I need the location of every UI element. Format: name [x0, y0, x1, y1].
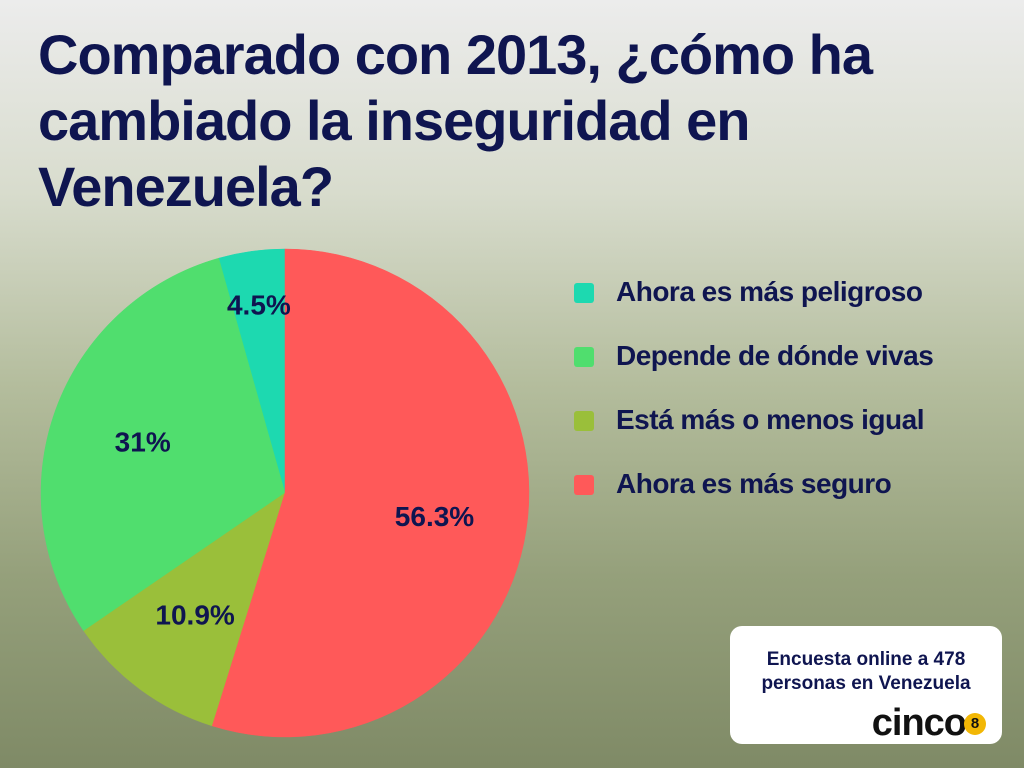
legend-swatch [574, 283, 594, 303]
pie-slice-labels: 4.5% 31% 10.9% 56.3% [115, 290, 475, 631]
chart-title: Comparado con 2013, ¿cómo ha cambiado la… [38, 23, 873, 218]
pie-slice-label-2: 31% [115, 427, 171, 458]
legend-swatch [574, 475, 594, 495]
legend-item-mas-peligroso: Ahora es más peligroso [574, 270, 1014, 334]
legend-swatch [574, 411, 594, 431]
legend-label: Ahora es más seguro [616, 468, 892, 499]
brand-badge-icon: 8 [964, 712, 986, 735]
pie-slice-label-1: 4.5% [227, 290, 291, 321]
legend-swatch [574, 347, 594, 367]
legend-item-depende: Depende de dónde vivas [574, 334, 1014, 398]
brand-logo: cinco 8 [871, 702, 986, 744]
pie-slice-label-4: 56.3% [395, 501, 474, 532]
legend-label: Ahora es más peligroso [616, 276, 923, 307]
survey-note-box: Encuesta online a 478 personas en Venezu… [730, 626, 1002, 744]
chart-legend: Ahora es más peligroso Depende de dónde … [574, 270, 1014, 526]
legend-label: Está más o menos igual [616, 404, 925, 435]
legend-item-igual: Está más o menos igual [574, 398, 1014, 462]
brand-name: cinco [871, 702, 967, 744]
legend-label: Depende de dónde vivas [616, 340, 934, 371]
pie-slice-2 [40, 257, 286, 632]
legend-item-mas-seguro: Ahora es más seguro [574, 462, 1014, 526]
pie-slice-label-3: 10.9% [155, 600, 234, 631]
pie-slice-3 [83, 492, 286, 727]
pie-slices [40, 248, 530, 738]
pie-slice-4 [211, 248, 530, 738]
survey-note-text: Encuesta online a 478 personas en Venezu… [761, 649, 971, 694]
